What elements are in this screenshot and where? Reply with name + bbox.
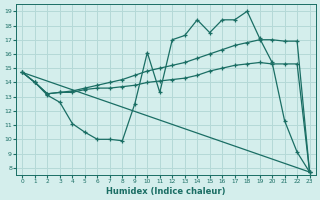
- X-axis label: Humidex (Indice chaleur): Humidex (Indice chaleur): [106, 187, 226, 196]
